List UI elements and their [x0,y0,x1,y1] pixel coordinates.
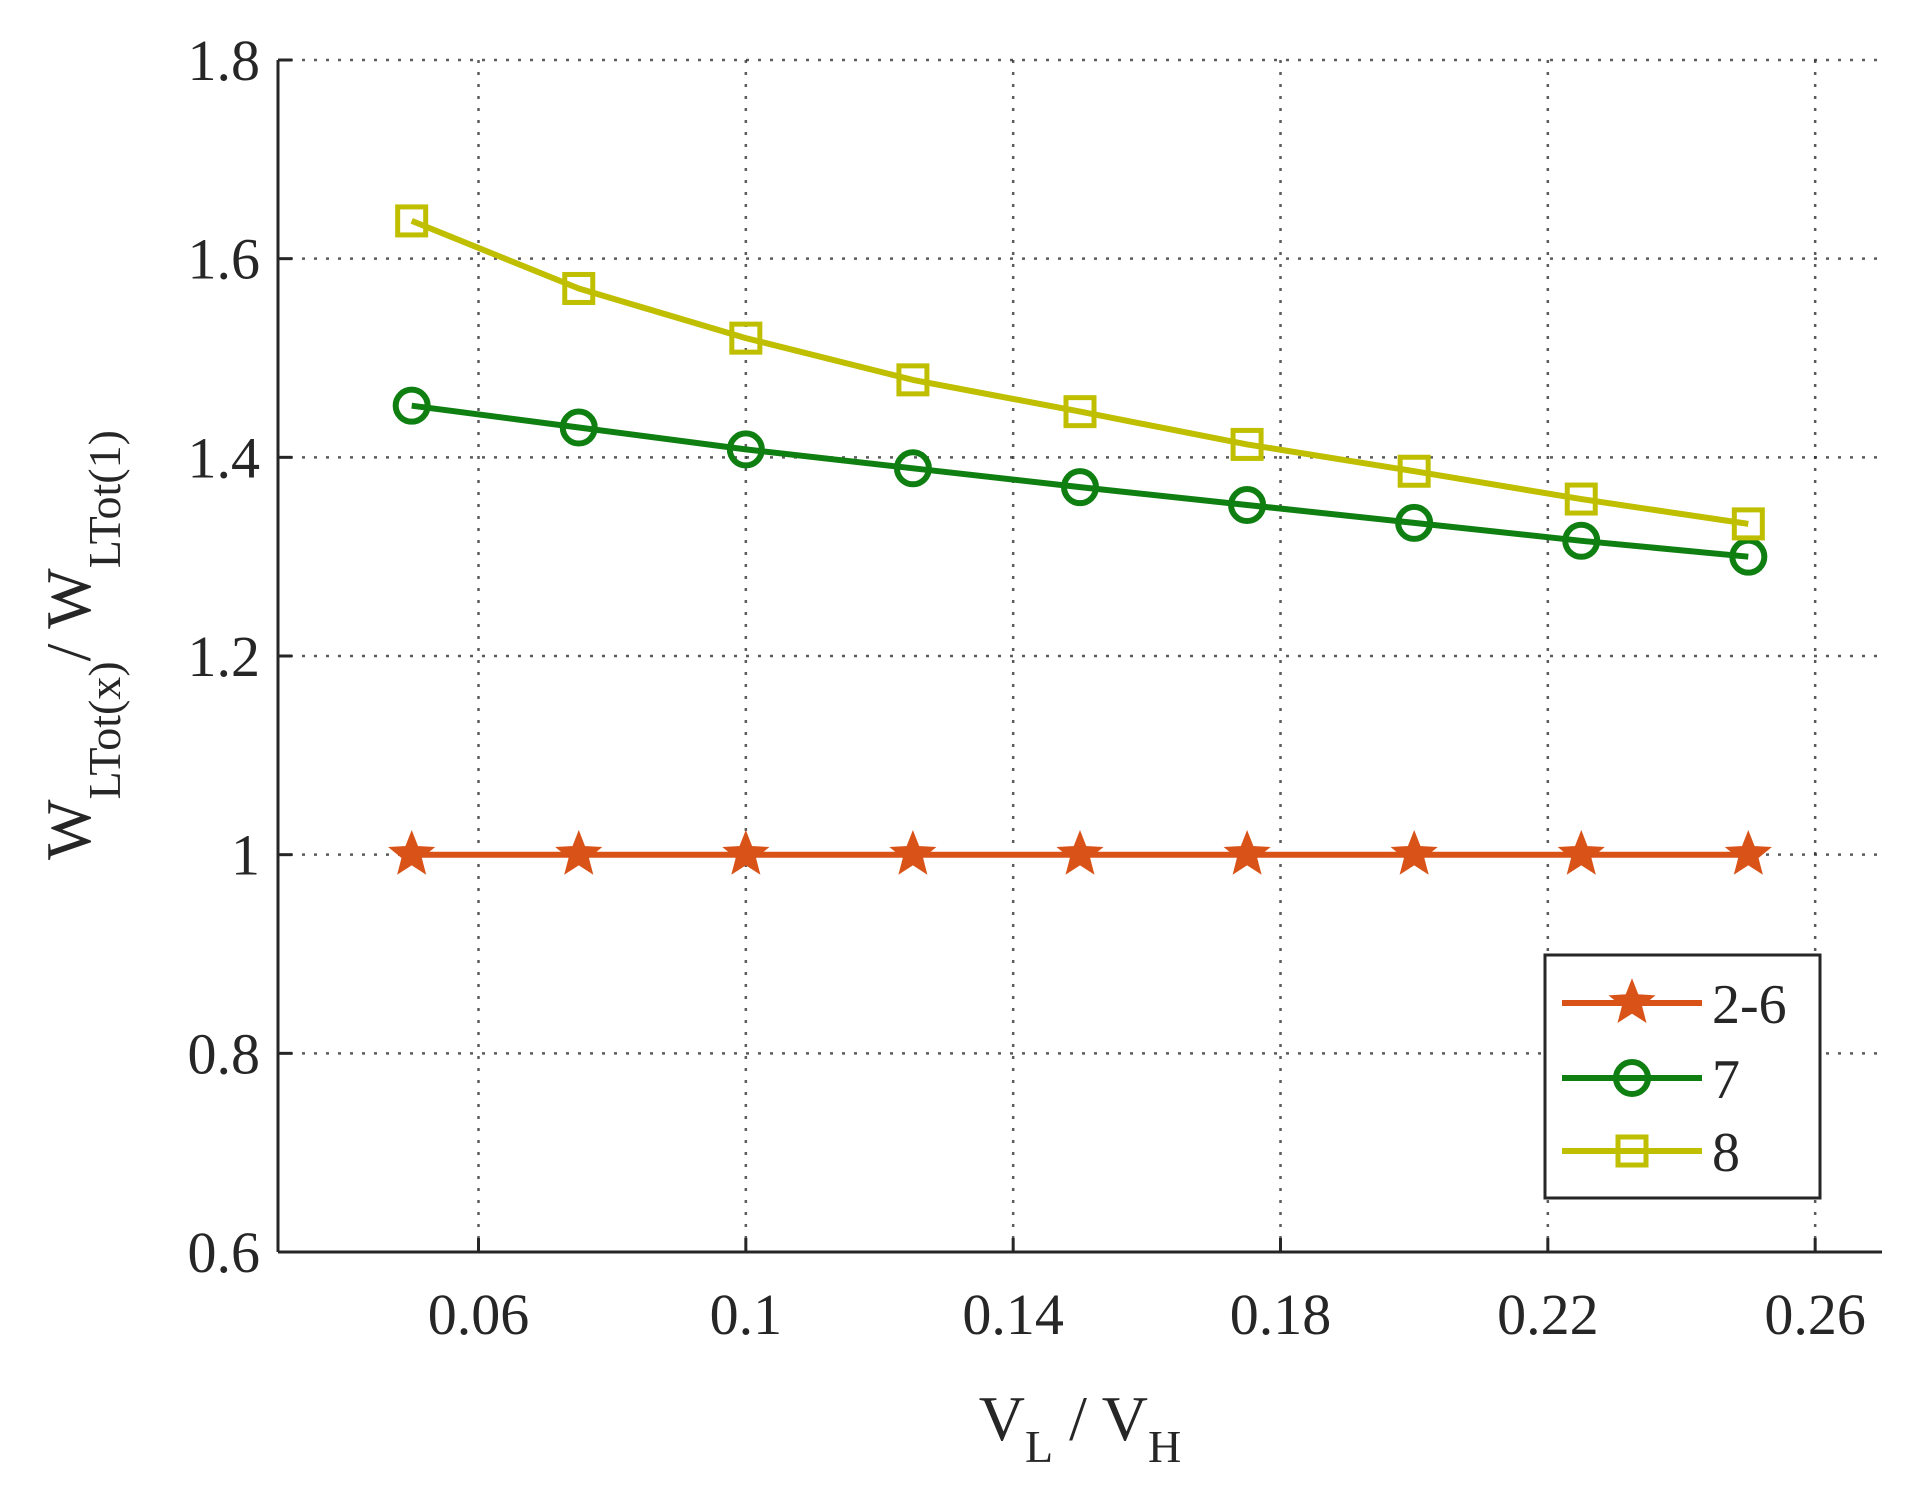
y-tick-label: 0.6 [188,1220,261,1285]
data-point [392,386,431,425]
data-point [729,321,763,355]
legend-marker-square-icon [1615,1134,1649,1168]
y-axis-title-sub: LTot(x) [79,661,130,799]
data-point [1395,503,1434,542]
y-axis-title-mid: / W [33,568,104,662]
series-3 [395,204,1765,541]
x-axis-title-main: V [979,1383,1025,1454]
data-point [1397,454,1431,488]
x-tick-label: 0.18 [1230,1282,1332,1347]
x-tick-label: 0.22 [1497,1282,1599,1347]
data-point [555,829,603,875]
data-point [896,363,930,397]
legend-marker-circle-icon [1613,1059,1651,1097]
y-axis-title-sub2: LTot(1) [79,430,130,568]
data-point [388,829,436,875]
legend-entry-1: 2-6 [1562,974,1787,1036]
x-axis-title-sub: L [1025,1421,1053,1472]
legend-marker-star-icon [1608,978,1656,1024]
legend-entry-2: 7 [1562,1049,1740,1111]
data-point [1564,482,1598,516]
data-point [1230,427,1264,461]
data-point [1061,468,1099,507]
data-point [1056,829,1104,875]
legend: 2-6 7 8 [1543,953,1822,1200]
y-tick-label: 1.2 [188,624,261,689]
y-tick-label: 1.6 [188,227,261,292]
data-point [1724,829,1772,875]
data-point [1731,507,1765,541]
legend-label-series-2: 7 [1712,1049,1740,1111]
data-point [1390,829,1438,875]
y-tick-label: 1.8 [188,28,261,93]
axes [276,58,1882,1254]
legend-label-series-3: 8 [1712,1122,1740,1184]
data-point [1223,829,1271,875]
y-tick-label: 1.4 [188,425,261,490]
data-point [1729,537,1768,576]
data-point [562,271,596,305]
data-point [722,829,770,875]
x-tick-label: 0.14 [962,1282,1064,1347]
data-point [726,430,765,469]
data-point [893,449,932,488]
x-axis-title-sub2: H [1148,1421,1181,1472]
x-tick-label: 0.26 [1764,1282,1866,1347]
series-line [411,402,1749,560]
legend-marker [1608,978,1656,1024]
series-line [410,218,1749,527]
y-tick-label: 0.8 [188,1021,261,1086]
y-tick-label: 1 [231,823,260,888]
data-point [1228,486,1267,525]
tick-labels: 0.06 0.1 0.14 0.18 0.22 0.26 0.6 0.8 1 1.2 1.4 1.6 1… [188,28,1866,1347]
legend-entry-3: 8 [1562,1122,1740,1184]
data-point [1562,521,1601,560]
x-tick-label: 0.1 [710,1282,783,1347]
x-tick-label: 0.06 [428,1282,530,1347]
series [388,204,1772,875]
y-axis-title-main: W [33,799,104,860]
y-axis-title: WLTot(x)/ WLTot(1) [33,430,130,860]
data-point [559,408,598,447]
data-point [395,204,429,238]
data-point [1063,395,1097,429]
legend-marker [1613,1059,1651,1097]
x-axis-title-mid: / V [1053,1383,1148,1454]
x-axis-title: VL / VH [979,1383,1181,1472]
series-1 [388,829,1772,875]
data-point [1557,829,1605,875]
data-point [889,829,937,875]
series-2 [392,386,1768,576]
legend-label-series-1: 2-6 [1712,974,1787,1036]
legend-marker [1615,1134,1649,1168]
